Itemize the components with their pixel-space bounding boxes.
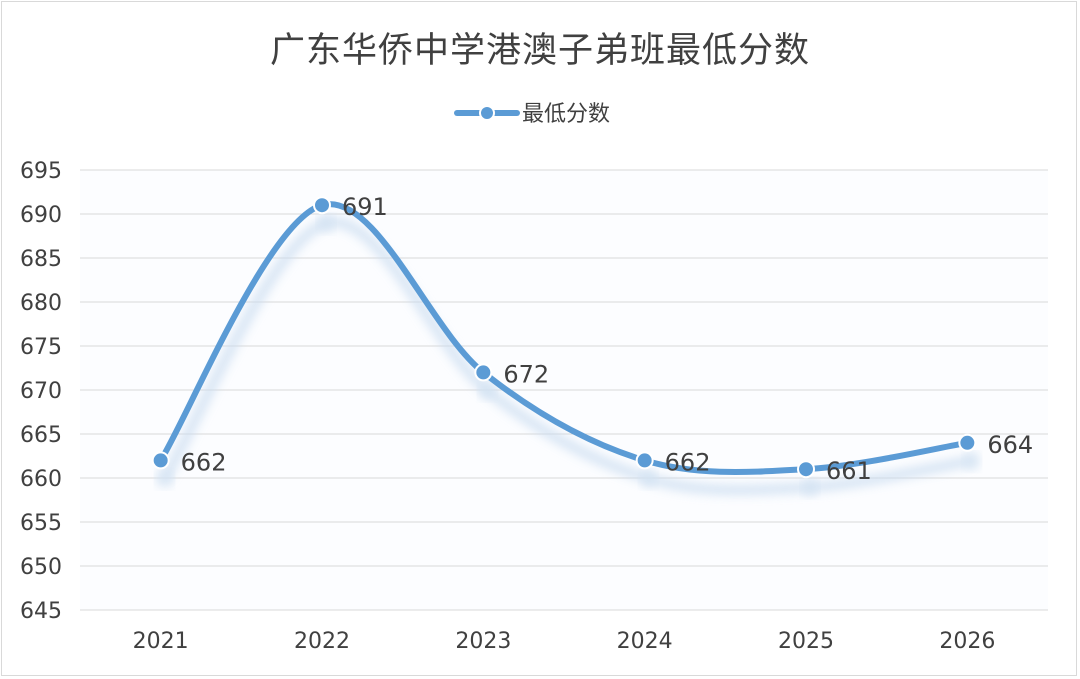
chart-title: 广东华侨中学港澳子弟班最低分数 <box>269 31 810 71</box>
data-label: 664 <box>987 431 1033 459</box>
y-tick-label: 685 <box>20 247 62 272</box>
x-tick-label: 2021 <box>133 629 189 654</box>
legend-marker <box>479 105 495 121</box>
data-point-shadow <box>317 214 335 233</box>
data-label: 661 <box>826 457 872 485</box>
y-tick-label: 655 <box>20 511 62 536</box>
data-point <box>635 451 654 470</box>
data-point <box>313 196 331 215</box>
data-point-shadow <box>478 381 497 400</box>
data-point <box>151 451 170 470</box>
x-tick-label: 2023 <box>455 629 511 654</box>
data-point-shadow <box>155 469 174 488</box>
data-point <box>474 363 493 382</box>
y-tick-label: 680 <box>20 291 62 316</box>
legend-label: 最低分数 <box>522 102 610 127</box>
data-point <box>797 460 815 479</box>
x-tick-label: 2022 <box>294 629 350 654</box>
data-label: 691 <box>342 193 388 221</box>
y-tick-label: 690 <box>20 203 62 228</box>
y-tick-label: 665 <box>20 423 62 448</box>
data-label: 662 <box>181 448 227 476</box>
x-tick-label: 2026 <box>939 629 995 654</box>
y-tick-label: 670 <box>20 379 62 404</box>
x-tick-label: 2025 <box>778 629 834 654</box>
y-tick-label: 675 <box>20 335 62 360</box>
x-tick-label: 2024 <box>617 629 673 654</box>
y-tick-label: 660 <box>20 467 62 492</box>
data-point-shadow <box>801 478 819 497</box>
data-label: 662 <box>665 448 711 476</box>
data-label: 672 <box>503 360 549 388</box>
data-point-shadow <box>639 469 658 488</box>
data-point <box>958 433 977 452</box>
y-tick-label: 650 <box>20 555 62 580</box>
y-tick-label: 695 <box>20 159 62 184</box>
y-tick-label: 645 <box>20 599 62 624</box>
data-point-shadow <box>962 451 981 470</box>
